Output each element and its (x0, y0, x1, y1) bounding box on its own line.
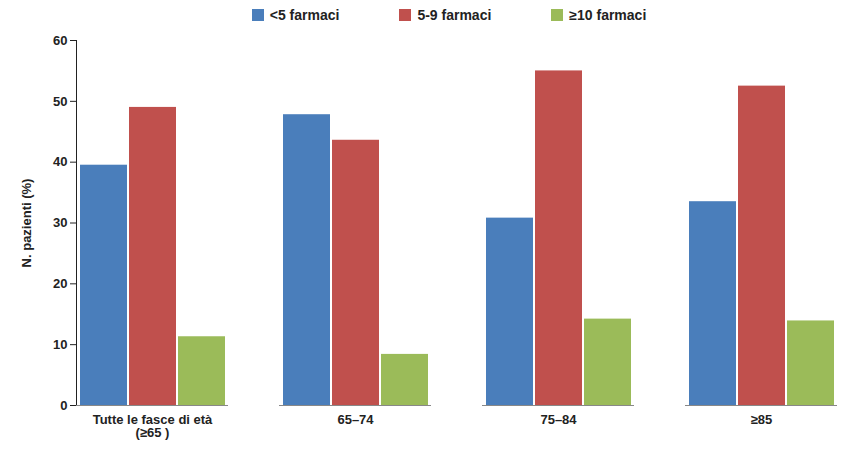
html-text:5-9 farmaci: 5-9 farmaci (417, 7, 492, 23)
svg-text:60: 60 (53, 33, 67, 48)
svg-text:10: 10 (53, 337, 67, 352)
svg-text:50: 50 (53, 93, 67, 108)
svg-text:0: 0 (60, 398, 67, 413)
svg-text:20: 20 (53, 276, 67, 291)
svg-text:75–84: 75–84 (540, 412, 577, 427)
html-text:≥10 farmaci: ≥10 farmaci (569, 7, 647, 23)
svg-text:65–74: 65–74 (337, 412, 374, 427)
svg-text:N. pazienti (%): N. pazienti (%) (19, 179, 34, 268)
svg-text:Tutte le fasce di età(≥65 ): Tutte le fasce di età(≥65 ) (93, 412, 213, 440)
svg-text:40: 40 (53, 154, 67, 169)
svg-text:30: 30 (53, 215, 67, 230)
svg-text:≥85: ≥85 (751, 412, 773, 427)
html-text:<5 farmaci: <5 farmaci (269, 7, 340, 23)
